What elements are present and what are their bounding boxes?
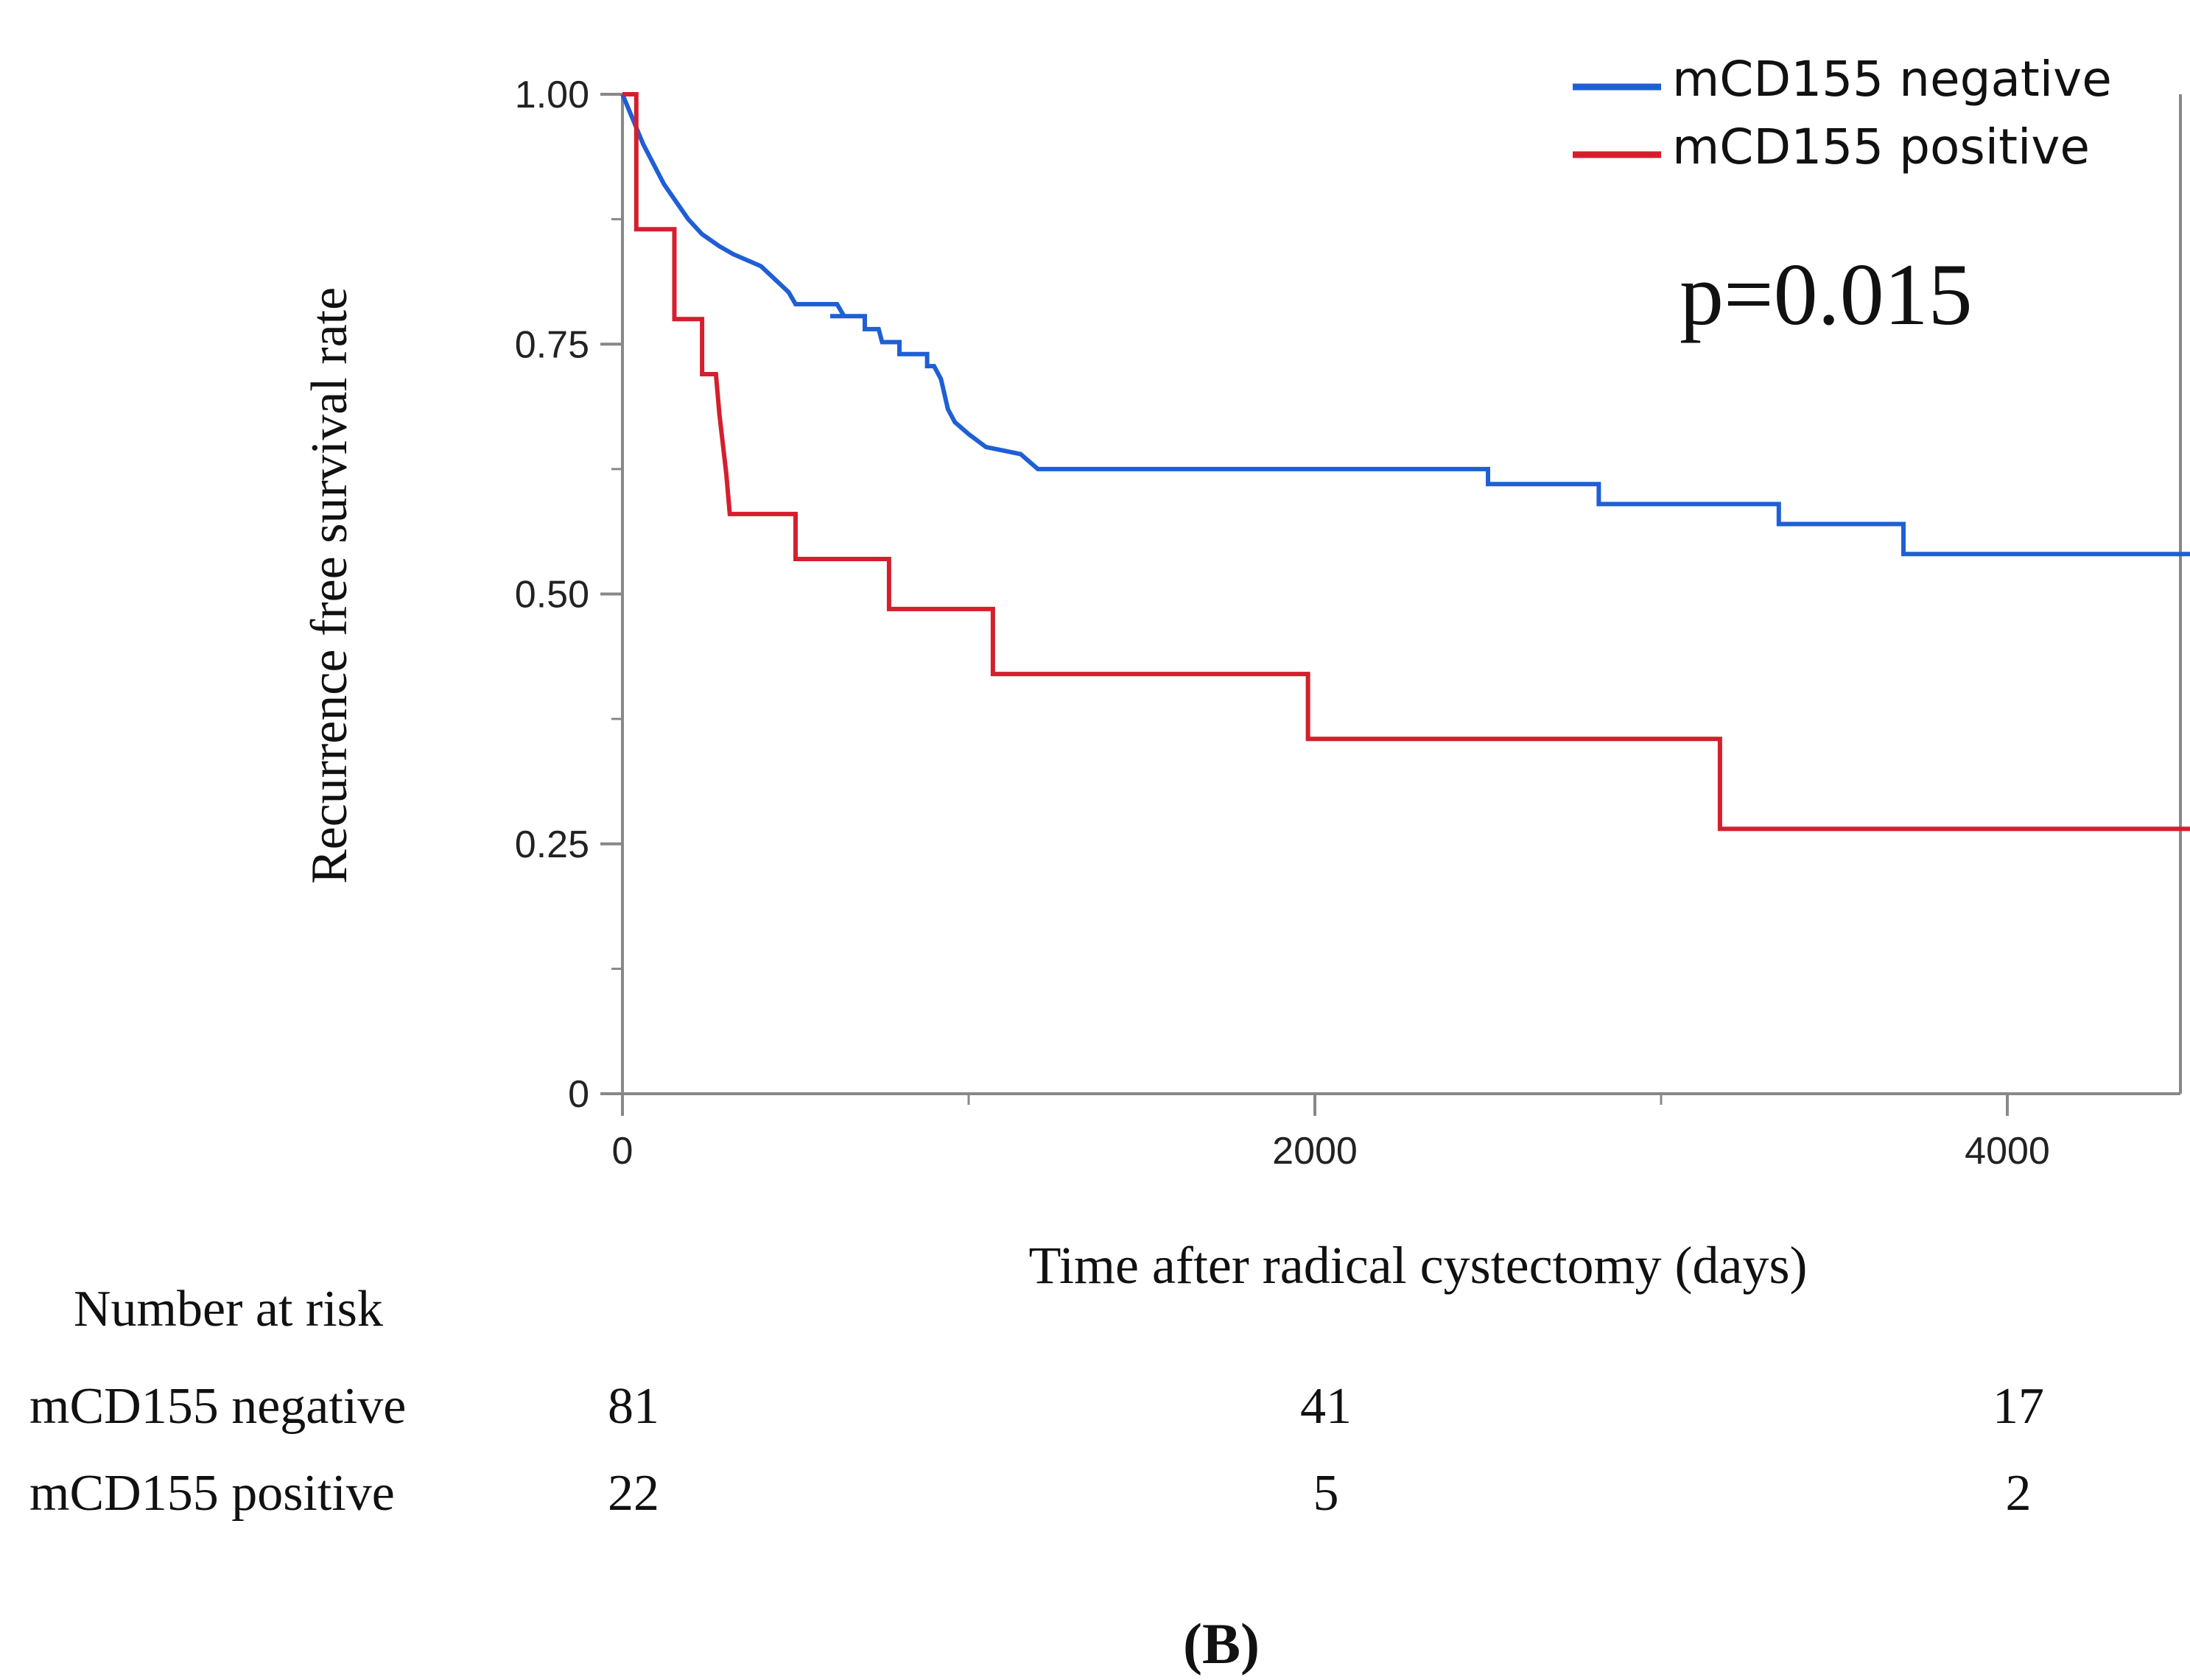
series-line-positive — [622, 92, 2190, 832]
y-tick-label: 0.75 — [515, 323, 589, 366]
risk-value: 2 — [2006, 1465, 2032, 1522]
risk-value: 22 — [608, 1465, 659, 1522]
risk-table-title: Number at risk — [74, 1281, 383, 1338]
risk-row-label-positive: mCD155 positive — [29, 1465, 395, 1522]
survival-curves — [620, 92, 2190, 832]
legend: mCD155 negative mCD155 positive — [1573, 51, 2112, 175]
x-axis-label: Time after radical cystectomy (days) — [1029, 1236, 1808, 1295]
risk-row-label-negative: mCD155 negative — [29, 1378, 406, 1435]
y-axis-label: Recurrence free survival rate — [301, 287, 358, 884]
risk-value: 41 — [1300, 1378, 1352, 1435]
risk-value: 5 — [1313, 1465, 1339, 1522]
panel-label-letter: B — [1202, 1612, 1240, 1676]
risk-values: 81411751225210 — [608, 1378, 2044, 1522]
p-value-annotation: p=0.015 — [1680, 245, 1973, 343]
risk-value: 17 — [1993, 1378, 2044, 1435]
risk-value: 81 — [608, 1378, 659, 1435]
axes — [621, 94, 2182, 1095]
legend-label-negative: mCD155 negative — [1672, 51, 2112, 108]
legend-label-positive: mCD155 positive — [1672, 119, 2090, 175]
y-tick-label: 1.00 — [515, 74, 589, 116]
x-tick-label: 0 — [612, 1130, 634, 1173]
panel-label: (B) — [1183, 1612, 1260, 1676]
y-tick-label: 0.50 — [515, 574, 589, 616]
risk-table: Number at risk mCD155 negative mCD155 po… — [29, 1281, 2044, 1522]
axis-ticks: 00.250.500.751.0002000400060008000 — [515, 74, 2050, 1173]
y-tick-label: 0.25 — [515, 823, 589, 866]
x-tick-label: 4000 — [1965, 1130, 2050, 1173]
x-tick-label: 2000 — [1272, 1130, 1358, 1173]
y-tick-label: 0 — [568, 1073, 589, 1116]
series-line-negative — [620, 93, 2190, 557]
